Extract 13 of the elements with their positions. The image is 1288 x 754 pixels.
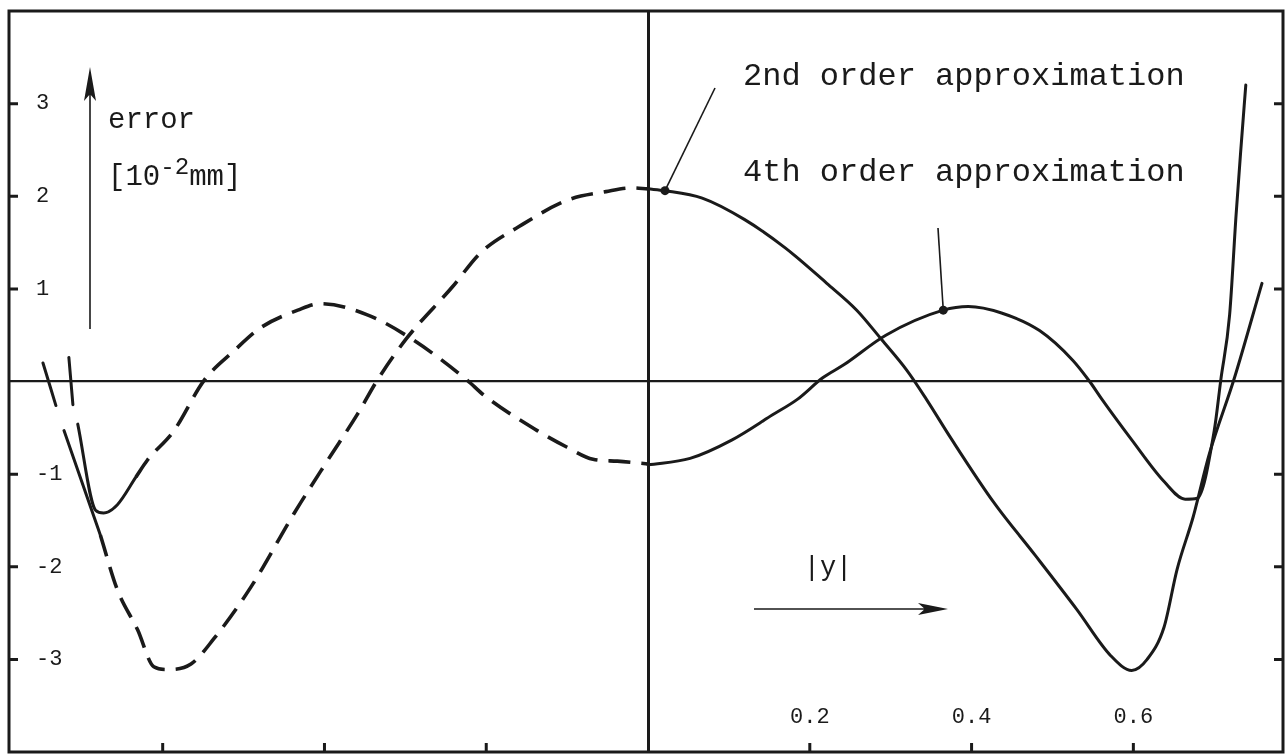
x-tick-label: 0.2: [790, 704, 830, 730]
y-tick-label: -1: [36, 461, 63, 487]
text: 2nd order approximation: [743, 58, 1185, 95]
y-axis-title: error [10$^{-2}$mm]: [108, 103, 242, 196]
y-tick-label: 3: [36, 91, 50, 117]
y-tick-label: 2: [36, 184, 50, 210]
y-tick-label: 1: [36, 276, 50, 302]
x-axis-title: |y|: [803, 552, 853, 585]
y-tick-label: -3: [36, 647, 63, 673]
x-tick-label: 0.6: [1113, 704, 1154, 730]
y-tick-label: -2: [36, 554, 63, 580]
x-tick-label: 0.4: [951, 704, 992, 730]
series-label: 4th order approximation: [743, 154, 1185, 191]
